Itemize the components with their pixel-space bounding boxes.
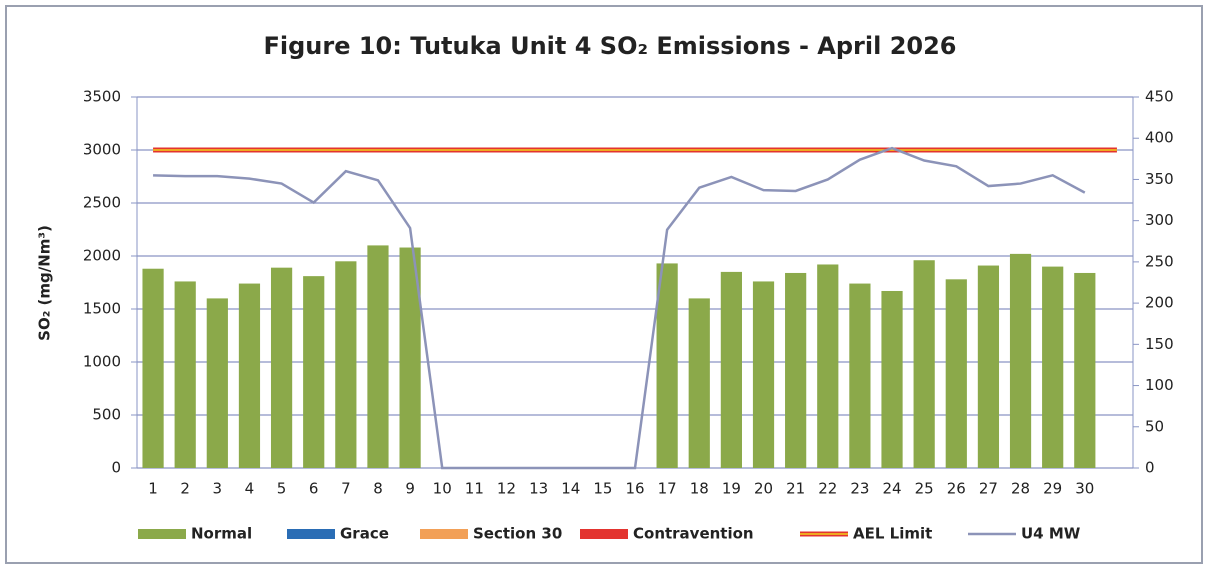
x-tick-label: 8	[373, 480, 383, 498]
legend-swatch	[580, 529, 628, 539]
x-tick-label: 26	[947, 480, 966, 498]
bar	[849, 283, 871, 468]
chart-title: Figure 10: Tutuka Unit 4 SO₂ Emissions -…	[264, 32, 957, 60]
bar	[945, 279, 967, 468]
bar	[367, 245, 389, 468]
bar	[1042, 266, 1064, 468]
x-tick-label: 24	[882, 480, 901, 498]
legend-swatch	[138, 529, 186, 539]
x-tick-label: 25	[915, 480, 934, 498]
bar	[142, 268, 164, 468]
bar	[335, 261, 357, 468]
x-tick-label: 15	[593, 480, 612, 498]
bar	[977, 265, 1000, 468]
x-tick-label: 22	[818, 480, 837, 498]
x-tick-label: 13	[529, 480, 548, 498]
x-tick-label: 5	[277, 480, 287, 498]
bar	[785, 272, 807, 468]
x-tick-label: 9	[405, 480, 415, 498]
x-tick-label: 16	[625, 480, 644, 498]
legend-swatch	[420, 529, 468, 539]
y2-tick-label: 450	[1145, 88, 1174, 106]
x-tick-label: 27	[979, 480, 998, 498]
x-tick-label: 1	[148, 480, 158, 498]
x-tick-label: 6	[309, 480, 319, 498]
bar	[399, 247, 421, 468]
x-tick-label: 14	[561, 480, 580, 498]
x-tick-label: 21	[786, 480, 805, 498]
x-tick-label: 18	[690, 480, 709, 498]
legend-label: AEL Limit	[853, 525, 932, 543]
chart-frame	[5, 5, 1203, 564]
x-tick-label: 23	[850, 480, 869, 498]
x-tick-label: 7	[341, 480, 351, 498]
bar	[174, 281, 196, 468]
bar	[752, 281, 775, 468]
y-tick-label: 500	[92, 406, 121, 424]
x-tick-label: 30	[1075, 480, 1094, 498]
x-tick-label: 17	[658, 480, 677, 498]
y2-tick-label: 300	[1145, 211, 1174, 229]
legend-label: Grace	[340, 525, 389, 543]
x-tick-label: 12	[497, 480, 516, 498]
y2-tick-label: 350	[1145, 170, 1174, 188]
y2-tick-label: 400	[1145, 129, 1174, 147]
legend-label: U4 MW	[1021, 525, 1081, 543]
bar	[881, 290, 903, 468]
y-axis-title: SO₂ (mg/Nm³)	[36, 225, 54, 341]
y2-tick-label: 0	[1145, 459, 1155, 477]
y2-tick-label: 150	[1145, 335, 1174, 353]
x-tick-label: 29	[1043, 480, 1062, 498]
legend-label: Contravention	[633, 525, 754, 543]
y-tick-label: 1500	[83, 300, 121, 318]
x-tick-label: 20	[754, 480, 773, 498]
y-tick-label: 2000	[83, 247, 121, 265]
bar	[206, 298, 228, 468]
x-tick-label: 3	[213, 480, 223, 498]
y2-tick-label: 50	[1145, 417, 1164, 435]
bar	[270, 267, 293, 468]
y-tick-label: 3000	[83, 141, 121, 159]
legend-swatch	[287, 529, 335, 539]
y2-tick-label: 200	[1145, 294, 1174, 312]
x-tick-label: 4	[245, 480, 255, 498]
line	[153, 146, 1086, 470]
y2-tick-label: 100	[1145, 376, 1174, 394]
bar	[238, 283, 261, 468]
bar	[303, 276, 325, 468]
legend-label: Section 30	[473, 525, 562, 543]
bar	[913, 260, 935, 468]
y-tick-label: 2500	[83, 194, 121, 212]
bar	[1074, 272, 1096, 468]
x-tick-label: 11	[465, 480, 484, 498]
x-tick-label: 2	[180, 480, 190, 498]
bar	[1009, 253, 1032, 468]
bar	[817, 264, 839, 468]
y-tick-label: 1000	[83, 353, 121, 371]
x-tick-label: 10	[433, 480, 452, 498]
y-tick-label: 3500	[83, 88, 121, 106]
x-tick-label: 19	[722, 480, 741, 498]
y-tick-label: 0	[111, 459, 121, 477]
bar	[656, 263, 678, 468]
x-tick-label: 28	[1011, 480, 1030, 498]
y2-tick-label: 250	[1145, 252, 1174, 270]
bar	[688, 298, 710, 468]
legend-label: Normal	[191, 525, 252, 543]
bar	[720, 271, 742, 468]
